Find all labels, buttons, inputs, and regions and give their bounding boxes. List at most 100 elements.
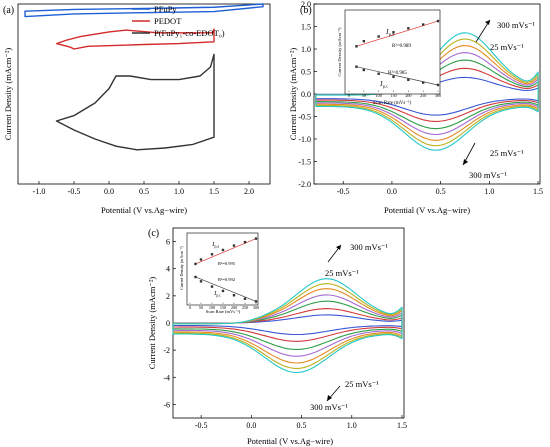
panel-b-inset-ylabel: Current Density (mAcm⁻²) bbox=[337, 27, 342, 76]
legend-label-pfupy: PFuPy bbox=[154, 4, 177, 14]
inset-cathodic-point bbox=[254, 300, 258, 303]
x-tick-label: 1.0 bbox=[347, 421, 357, 430]
cv-curve-25mvs bbox=[172, 314, 403, 336]
inset-anodic-point bbox=[421, 23, 425, 26]
panel-c-label: (c) bbox=[148, 228, 159, 239]
panel-c-annotations: 300 mVs⁻¹ 25 mVs⁻¹ 25 mVs⁻¹ 300 mVs⁻¹ bbox=[310, 242, 388, 412]
inset-anodic-point bbox=[436, 19, 440, 23]
inset-anodic-point bbox=[254, 237, 258, 240]
x-tick-label: -0.5 bbox=[68, 187, 81, 196]
inset-x-tick-label: 0 bbox=[189, 305, 191, 310]
y-tick-label: -2 bbox=[163, 346, 170, 355]
y-tick-label: 6 bbox=[166, 238, 170, 247]
inset-cathodic-point bbox=[377, 72, 380, 75]
inset-x-tick-label: 150 bbox=[390, 93, 396, 98]
x-tick-label: 0.5 bbox=[297, 421, 307, 430]
panel-b-annot-top-low: 25 mVs⁻¹ bbox=[490, 42, 524, 52]
y-tick-label: 4 bbox=[166, 265, 170, 274]
inset-anodic-point bbox=[199, 258, 203, 261]
panel-b-annot-top-high: 300 mVs⁻¹ bbox=[497, 20, 535, 30]
panel-b-ticks: -0.5 0.0 0.5 1.0 1.5 -2.0 -1.5 -1.0 -0.5 0.0 0.5 1.… bbox=[298, 0, 543, 196]
panel-c-inset-frame bbox=[186, 232, 259, 306]
x-tick-label: 1.5 bbox=[397, 421, 407, 430]
panel-a-xlabel: Potential (V vs.Ag−wire) bbox=[101, 205, 187, 215]
inset-cathodic-point bbox=[355, 65, 358, 68]
x-tick-label: 0.5 bbox=[436, 187, 446, 196]
panel-c-inset-anodic-sub: p,a bbox=[214, 244, 219, 250]
x-tick-label: 1.5 bbox=[209, 187, 219, 196]
inset-anodic-point bbox=[377, 35, 380, 38]
panel-a: (a) Current Density (mAcm⁻²) Potential (… bbox=[3, 3, 271, 215]
x-tick-label: -1.0 bbox=[33, 187, 46, 196]
y-tick-label: 2 bbox=[166, 292, 170, 301]
inset-x-tick-label: 0 bbox=[348, 93, 350, 98]
cv-copolymer bbox=[55, 53, 215, 151]
y-tick-label: 1.0 bbox=[301, 45, 311, 54]
panel-c-arrowhead-down bbox=[327, 395, 332, 401]
panel-b-inset-plot: 0 50 100 150 200 250 300 bbox=[348, 19, 441, 98]
inset-cathodic-point bbox=[421, 81, 425, 84]
inset-x-tick-label: 100 bbox=[209, 305, 215, 310]
y-tick-label: 1.5 bbox=[301, 23, 311, 32]
panel-b-annot-bottom-low: 25 mVs⁻¹ bbox=[490, 148, 524, 158]
y-tick-label: -1.0 bbox=[298, 135, 311, 144]
panel-c-inset-xlabel: Scan Rate (mVs⁻¹) bbox=[206, 309, 241, 314]
inset-cathodic-point bbox=[436, 83, 440, 87]
panel-b-label: (b) bbox=[300, 5, 312, 16]
panel-b-inset-anodic-j: J bbox=[386, 28, 389, 36]
inset-anodic-point bbox=[392, 31, 395, 34]
x-tick-label: 0.0 bbox=[246, 421, 256, 430]
y-tick-label: -1.5 bbox=[298, 158, 311, 167]
inset-anodic-point bbox=[362, 39, 366, 43]
inset-cathodic-point bbox=[232, 294, 236, 297]
inset-x-tick-label: 150 bbox=[220, 305, 226, 310]
panel-c-inset-cathodic-j: J bbox=[214, 291, 217, 297]
panel-b-inset-xlabel: Scan Rate (mVs⁻¹) bbox=[373, 100, 412, 106]
inset-anodic-point bbox=[210, 253, 214, 256]
x-tick-label: 1.5 bbox=[533, 187, 543, 196]
inset-x-tick-label: 300 bbox=[435, 93, 441, 98]
legend-label-pedot: PEDOT bbox=[154, 16, 182, 26]
panel-c-inset-cathodic-label: Jp,c bbox=[214, 291, 221, 299]
inset-cathodic-point bbox=[243, 297, 247, 300]
panel-c: (c) Current Density (mAcm⁻²) Potential (… bbox=[147, 227, 407, 446]
inset-anodic-point bbox=[221, 248, 225, 252]
inset-x-tick-label: 300 bbox=[253, 305, 259, 310]
x-tick-label: 0.0 bbox=[387, 187, 397, 196]
legend-label-copolymer: P(FuPy₁-co-EDOT₀) bbox=[154, 28, 225, 38]
y-tick-label: 0 bbox=[166, 319, 170, 328]
x-tick-label: -0.5 bbox=[337, 187, 350, 196]
panel-c-inset: Current Density (mAcm⁻²) Scan Rate (mVs⁻… bbox=[179, 232, 259, 314]
inset-x-tick-label: 50 bbox=[362, 93, 366, 98]
inset-x-tick-label: 200 bbox=[405, 93, 411, 98]
inset-x-tick-label: 200 bbox=[231, 305, 237, 310]
panel-c-annot-bottom-high: 300 mVs⁻¹ bbox=[310, 402, 348, 412]
inset-x-tick-label: 100 bbox=[376, 93, 382, 98]
panel-b-arrowhead-down bbox=[463, 159, 468, 165]
panel-c-inset-cathodic-sub: p,c bbox=[216, 293, 221, 299]
inset-cathodic-point bbox=[362, 68, 366, 72]
y-tick-label: -6 bbox=[163, 400, 170, 409]
panel-a-curves bbox=[24, 3, 264, 151]
panel-b-inset: Current Density (mAcm⁻²) Scan Rate (mVs⁻… bbox=[337, 9, 441, 106]
y-tick-label: 0.5 bbox=[301, 68, 311, 77]
panel-b-xlabel: Potential (V vs.Ag−wire) bbox=[384, 205, 470, 215]
panel-c-inset-cathodic-r2: R²=0.992 bbox=[218, 277, 235, 282]
panel-c-inset-ylabel: Current Density (mAcm⁻²) bbox=[179, 246, 184, 290]
x-tick-label: 0.0 bbox=[104, 187, 114, 196]
panel-b-inset-anodic-label: Jp,a bbox=[386, 28, 394, 38]
inset-anodic-point bbox=[232, 244, 236, 247]
panel-b-inset-cathodic-r2: R²=0.985 bbox=[388, 70, 407, 76]
panel-b-arrowhead-up bbox=[485, 20, 490, 25]
panel-b-inset-anodic-r2: R²=0.989 bbox=[392, 43, 411, 49]
panel-a-legend: PFuPy PEDOT P(FuPy₁-co-EDOT₀) bbox=[132, 4, 225, 38]
inset-x-tick-label: 250 bbox=[242, 305, 248, 310]
inset-cathodic-point bbox=[392, 75, 395, 78]
inset-anodic-fit-line bbox=[356, 20, 439, 47]
inset-anodic-point bbox=[194, 262, 197, 266]
panel-b-inset-cathodic-sub: p,c bbox=[383, 84, 388, 90]
panel-c-inset-anodic-j: J bbox=[212, 242, 215, 248]
inset-anodic-point bbox=[355, 45, 358, 48]
x-tick-label: -0.5 bbox=[195, 421, 208, 430]
